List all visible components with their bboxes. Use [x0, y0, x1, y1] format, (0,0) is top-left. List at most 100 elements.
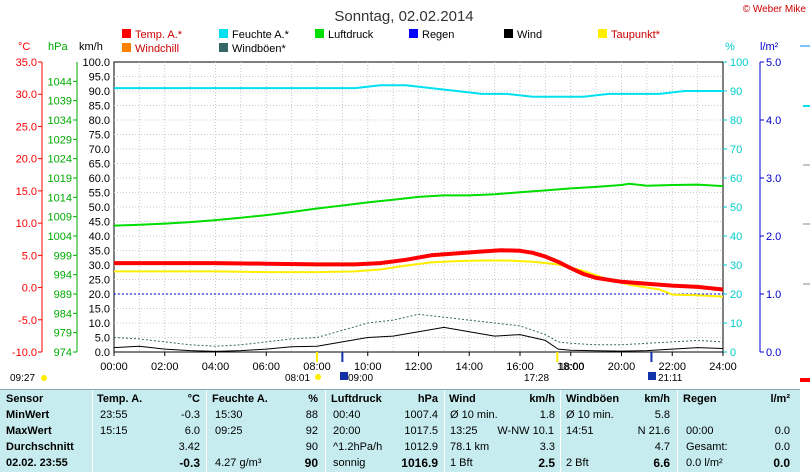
x-tick-label: 06:00 [252, 361, 280, 373]
wind-value: 3.3 [539, 441, 555, 453]
series-luftdruck [113, 182, 724, 227]
chart-title: Sonntag, 02.02.2014 [334, 8, 473, 25]
temp-value: 3.42 [178, 441, 200, 453]
rain-info: 0.0 l/m² [686, 457, 723, 469]
humidity-value: 90 [304, 456, 318, 470]
rain-tick-label: 1.0 [766, 289, 781, 301]
axis-labels: °C hPa km/h% l/m² [18, 41, 779, 53]
temp-tick-label: 25.0 [16, 121, 37, 133]
gust-value: 4.7 [654, 441, 670, 453]
temp-tick-label: -10.0 [12, 347, 37, 359]
x-tick-label: 00:00 [100, 361, 128, 373]
pressure-tick-label: 1039 [48, 96, 72, 108]
humidity-tick-label: 30 [730, 260, 742, 272]
pressure-tick-label: 984 [54, 308, 72, 320]
temp-value: 6.0 [184, 425, 200, 437]
header-pressure: Luftdruck [331, 393, 382, 405]
wind-tick-label: 55.0 [89, 188, 110, 200]
series-taupunkt [114, 259, 724, 298]
gust-info: Ø 10 min. [566, 409, 614, 421]
legend-swatch [219, 43, 228, 52]
sunset-time: 17:28 [524, 373, 549, 384]
legend-label: Feuchte A.* [232, 29, 290, 41]
humidity-tick-label: 90 [730, 86, 742, 98]
legend-swatch [219, 29, 228, 38]
credit-label: © Weber Mike [743, 4, 807, 15]
humidity-tick-label: 40 [730, 231, 742, 243]
humidity-value: 90 [305, 441, 318, 453]
wind-info: 1 Bft [450, 457, 473, 469]
humidity-value: 88 [305, 409, 318, 421]
header-pressure-unit: hPa [417, 393, 438, 405]
temp-tick-label: 15.0 [16, 186, 37, 198]
grid [114, 62, 723, 352]
moon-set-time: 21:11 [658, 373, 683, 384]
row-label: Durchschnitt [6, 441, 74, 453]
humidity-value: 92 [305, 425, 318, 437]
row-label: MaxWert [6, 425, 52, 437]
sun-left-time: 08:01 [285, 373, 310, 384]
pressure-tick-label: 1014 [48, 192, 72, 204]
humidity-tick-label: 50 [730, 202, 742, 214]
x-tick-label: 16:00 [506, 361, 534, 373]
tick-labels: 35.0 30.0 25.0 20.0 15.0 10.0 5.0 0.0 -5.0 -10.0 1… [12, 57, 781, 373]
gust-direction: N 21.6 [637, 425, 670, 437]
wind-tick-label: 25.0 [89, 275, 110, 287]
header-temp: Temp. A. [97, 393, 143, 405]
rain-tick-label: 4.0 [766, 115, 781, 127]
series-lines [113, 84, 724, 352]
legend-label: Taupunkt* [611, 29, 661, 41]
wind-value: 1.8 [539, 409, 555, 421]
temp-tick-label: 10.0 [16, 218, 37, 230]
pressure-tick-label: 1009 [48, 212, 72, 224]
sunrise-time: 09:27 [10, 373, 35, 384]
pressure-tick-label: 994 [54, 270, 72, 282]
pressure-tick-label: 1034 [48, 115, 72, 127]
wind-tick-label: 75.0 [89, 130, 110, 142]
pressure-tick-label: 1024 [48, 154, 72, 166]
x-tick-label: 02:00 [151, 361, 179, 373]
legend-label: Luftdruck [328, 29, 374, 41]
pressure-time: 20:00 [333, 425, 361, 437]
row-label: MinWert [6, 409, 50, 421]
wind-tick-label: 60.0 [89, 173, 110, 185]
humidity-time: 4.27 g/m³ [215, 457, 262, 469]
wind-tick-label: 45.0 [89, 217, 110, 229]
rain-info: Gesamt: [686, 441, 728, 453]
statistics-table: Sensor Temp. A. °C Feuchte A.% Luftdruck hPa W… [0, 389, 800, 472]
humidity-tick-label: 20 [730, 289, 742, 301]
x-tick-label: 10:00 [354, 361, 382, 373]
pressure-value: 1017.5 [404, 425, 438, 437]
x-tick-label: 24:00 [709, 361, 737, 373]
header-rain-unit: l/m² [770, 393, 790, 405]
pressure-tick-label: 979 [54, 328, 72, 340]
column-separator [92, 390, 93, 472]
temp-time: 23:55 [100, 409, 128, 421]
legend-swatch [122, 43, 131, 52]
pressure-value: 1012.9 [404, 441, 438, 453]
pressure-time: ^1.2hPa/h [333, 441, 383, 453]
legend-label: Windchill [135, 43, 179, 55]
humidity-time: 09:25 [215, 425, 243, 437]
right-edge-strip [800, 45, 810, 382]
sunrise-sun-icon [41, 375, 47, 381]
humidity-tick-label: 60 [730, 173, 742, 185]
column-separator [206, 390, 207, 472]
header-wind-unit: km/h [529, 393, 555, 405]
series-wind [113, 326, 724, 352]
wind-tick-label: 30.0 [89, 260, 110, 272]
header-humidity: Feuchte A. [212, 393, 268, 405]
wind-info: 78.1 km [450, 441, 490, 453]
header-gust: Windböen [566, 393, 620, 405]
pressure-axis-unit: hPa [48, 41, 68, 53]
pressure-tick-label: 989 [54, 289, 72, 301]
humidity-tick-label: 100 [730, 57, 748, 69]
rain-tick-label: 3.0 [766, 173, 781, 185]
temp-tick-label: 35.0 [16, 57, 37, 69]
x-tick-label: 08:00 [303, 361, 331, 373]
rain-info: 00:00 [686, 425, 714, 437]
humidity-time: 15:30 [215, 409, 243, 421]
humidity-axis-unit: % [725, 41, 735, 53]
gust-value: 5.8 [654, 409, 670, 421]
